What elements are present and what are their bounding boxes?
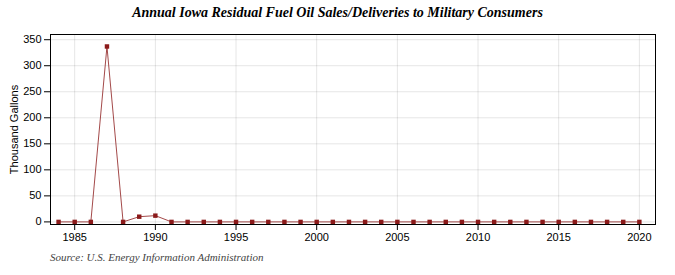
svg-text:100: 100 [23, 163, 41, 175]
svg-text:1985: 1985 [62, 231, 86, 243]
svg-text:1995: 1995 [224, 231, 248, 243]
svg-text:2010: 2010 [466, 231, 490, 243]
svg-text:2015: 2015 [546, 231, 570, 243]
svg-text:2020: 2020 [627, 231, 651, 243]
html-text:Source: U.S. Energy Informatio: Source: U.S. Energy Information Administ… [50, 251, 264, 263]
svg-text:Thousand Gallons: Thousand Gallons [8, 84, 20, 174]
svg-text:2005: 2005 [385, 231, 409, 243]
html-text:Annual Iowa Residual Fuel Oil: Annual Iowa Residual Fuel Oil Sales/Deli… [132, 5, 543, 20]
svg-text:300: 300 [23, 59, 41, 71]
svg-text:2000: 2000 [304, 231, 328, 243]
svg-text:150: 150 [23, 137, 41, 149]
svg-text:250: 250 [23, 85, 41, 97]
svg-text:0: 0 [35, 215, 41, 227]
svg-text:350: 350 [23, 33, 41, 45]
svg-text:50: 50 [29, 189, 41, 201]
svg-text:1990: 1990 [143, 231, 167, 243]
svg-text:200: 200 [23, 111, 41, 123]
